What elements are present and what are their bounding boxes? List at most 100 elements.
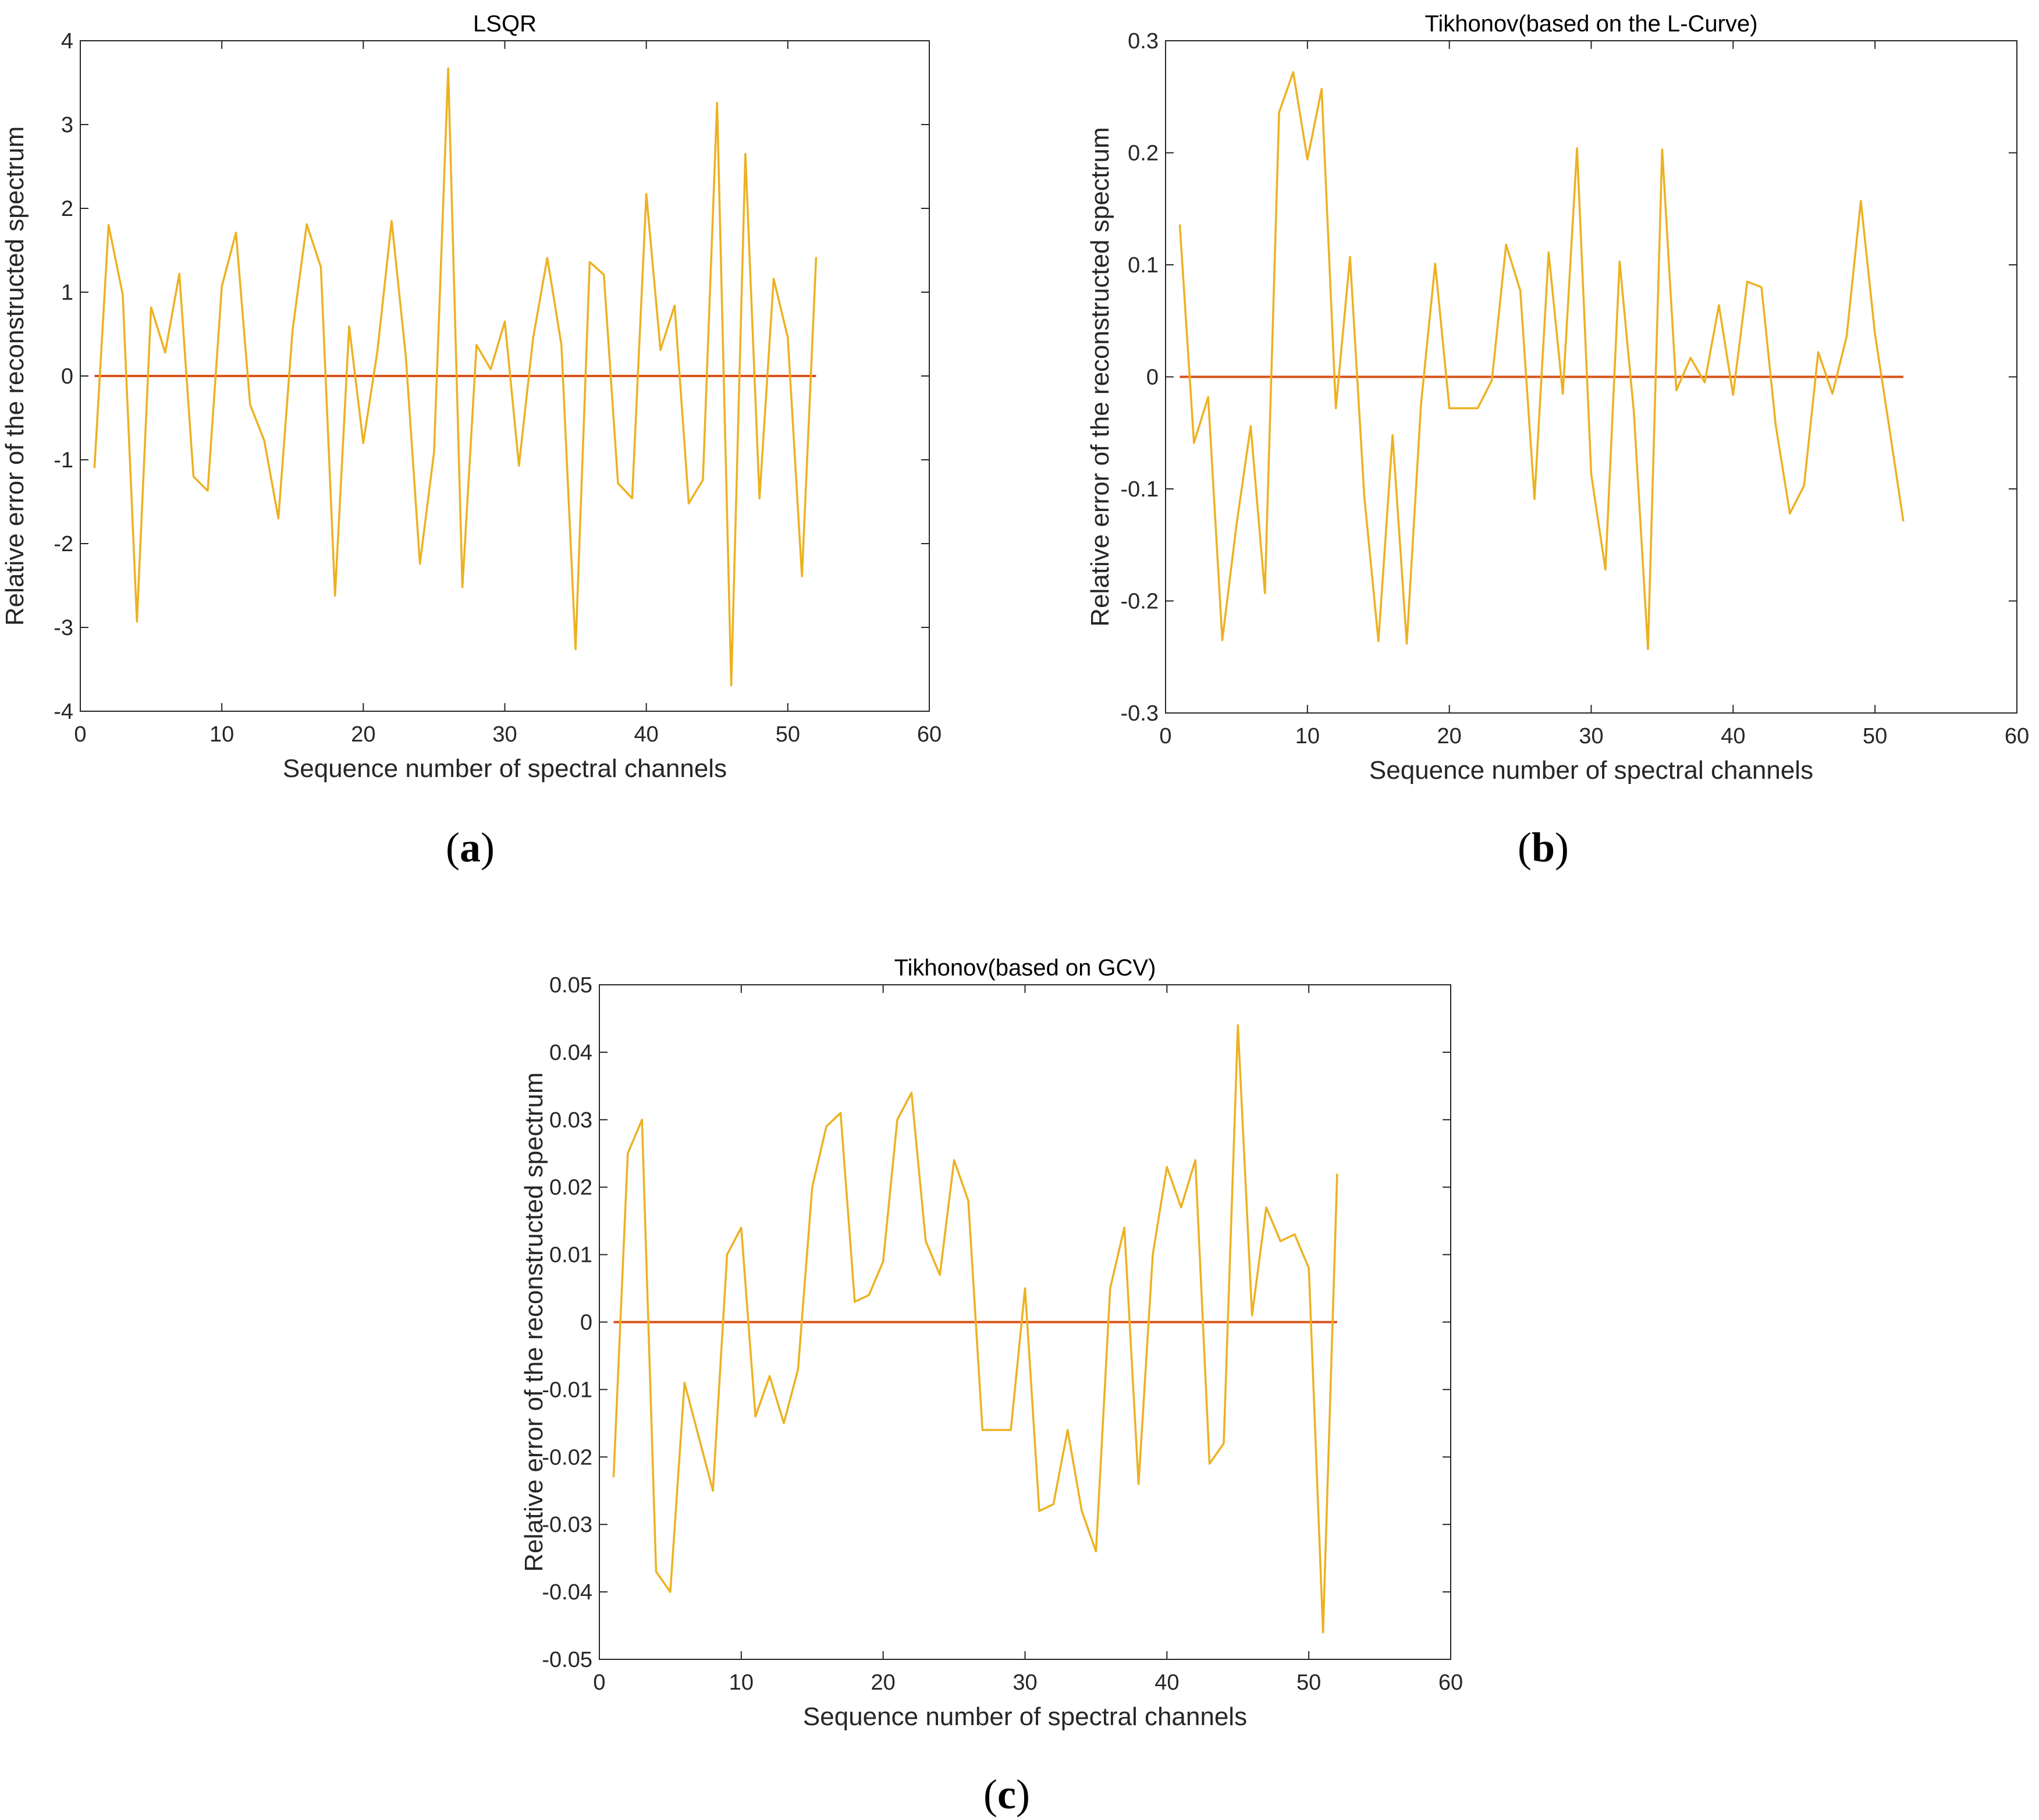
data-point (1165, 1165, 1168, 1169)
data-point (602, 273, 606, 276)
y-tick-label: 1 (61, 281, 73, 305)
data-point (347, 325, 351, 328)
data-point (1746, 280, 1749, 283)
chart-title: Tikhonov(based on the L-Curve) (1425, 11, 1757, 37)
y-tick-label: 0.02 (549, 1176, 592, 1200)
data-point (1277, 111, 1281, 114)
data-point (1348, 256, 1352, 259)
data-point (1604, 568, 1607, 572)
data-point (1575, 147, 1579, 150)
data-point (1377, 640, 1380, 643)
data-point (938, 1273, 942, 1276)
data-point (107, 223, 111, 227)
data-point (701, 478, 705, 482)
data-point (669, 1590, 672, 1594)
data-point (446, 67, 450, 70)
data-point (754, 1415, 757, 1418)
data-point (1519, 289, 1522, 292)
data-point (1109, 1287, 1112, 1290)
series-line-relative-error (1178, 71, 1905, 651)
data-point (924, 1239, 928, 1243)
x-tick-label: 0 (74, 722, 86, 747)
y-tick-label: 0.03 (549, 1108, 592, 1133)
x-axis-label: Sequence number of spectral channels (803, 1702, 1247, 1731)
data-point (630, 496, 634, 500)
series-line-relative-error (612, 1024, 1338, 1634)
data-point (1618, 260, 1621, 263)
data-point (93, 466, 96, 470)
data-point (1547, 251, 1550, 254)
data-point (882, 1260, 885, 1263)
y-tick-label: 0.1 (1128, 253, 1159, 278)
data-point (588, 260, 591, 264)
y-tick-label: -0.04 (542, 1580, 592, 1605)
data-point (1263, 591, 1267, 595)
data-point (697, 1435, 701, 1439)
data-point (1391, 434, 1394, 437)
data-point (1873, 332, 1877, 336)
y-tick-label: 0 (580, 1311, 592, 1335)
data-point (1235, 523, 1238, 527)
x-tick-label: 30 (1579, 724, 1603, 748)
data-point (1888, 425, 1891, 429)
data-point (574, 647, 577, 651)
data-point (1009, 1428, 1013, 1432)
data-point (1052, 1502, 1055, 1506)
data-point (825, 1124, 828, 1128)
data-point (1717, 303, 1721, 307)
data-point (276, 517, 280, 520)
x-tick-label: 10 (729, 1670, 754, 1695)
data-point (262, 439, 266, 442)
data-point (1293, 1233, 1296, 1236)
x-tick-label: 0 (593, 1670, 605, 1695)
data-point (1433, 262, 1437, 265)
x-tick-label: 50 (1296, 1670, 1321, 1695)
y-tick-label: 2 (61, 197, 73, 221)
data-point (995, 1428, 999, 1432)
data-point (291, 328, 294, 332)
y-tick-label: -3 (54, 616, 73, 640)
y-tick-label: 0.05 (549, 973, 592, 998)
chart-title: LSQR (473, 11, 537, 37)
data-point (758, 496, 761, 500)
y-tick-label: -1 (54, 448, 73, 473)
data-point (1731, 393, 1735, 396)
chart-tikhonov-lcurve: 0 10 20 30 40 50 60 -0.3 -0.2 -0.1 0 0.1 0.2 0.3 Tikho… (1086, 11, 2029, 785)
data-point (1180, 1205, 1183, 1209)
data-point (1448, 406, 1451, 410)
data-point (1291, 70, 1295, 74)
data-point (1151, 1253, 1155, 1257)
data-point (1490, 378, 1494, 382)
data-point (1206, 395, 1210, 399)
y-axis-label: Relative error of the reconstructed spec… (1086, 127, 1114, 626)
data-point (1405, 642, 1409, 645)
data-point (1278, 1239, 1282, 1243)
x-tick-label: 40 (634, 722, 659, 747)
data-point (489, 367, 492, 371)
x-tick-label: 40 (1155, 1670, 1179, 1695)
y-tick-label: -4 (54, 700, 73, 724)
data-point (953, 1158, 956, 1162)
data-point (740, 1226, 743, 1229)
data-point (1533, 497, 1536, 501)
data-point (1251, 1314, 1254, 1317)
y-tick-label: 0 (61, 364, 73, 389)
data-point (655, 1570, 658, 1573)
data-point (1845, 335, 1848, 338)
y-tick-label: 3 (61, 113, 73, 137)
data-point (1307, 1266, 1310, 1270)
x-tick-label: 20 (351, 722, 375, 747)
y-tick-label: -0.3 (1121, 701, 1159, 726)
data-point (517, 464, 521, 467)
data-point (1094, 1550, 1097, 1553)
x-tick-label: 0 (1159, 724, 1171, 748)
data-point (1561, 392, 1565, 395)
data-point (1066, 1428, 1070, 1432)
data-point (1320, 87, 1323, 91)
data-point (744, 152, 747, 155)
y-tick-label: 0.04 (549, 1041, 592, 1065)
data-point (1178, 223, 1181, 226)
x-tick-label: 60 (917, 722, 942, 747)
data-point (1193, 1158, 1197, 1162)
